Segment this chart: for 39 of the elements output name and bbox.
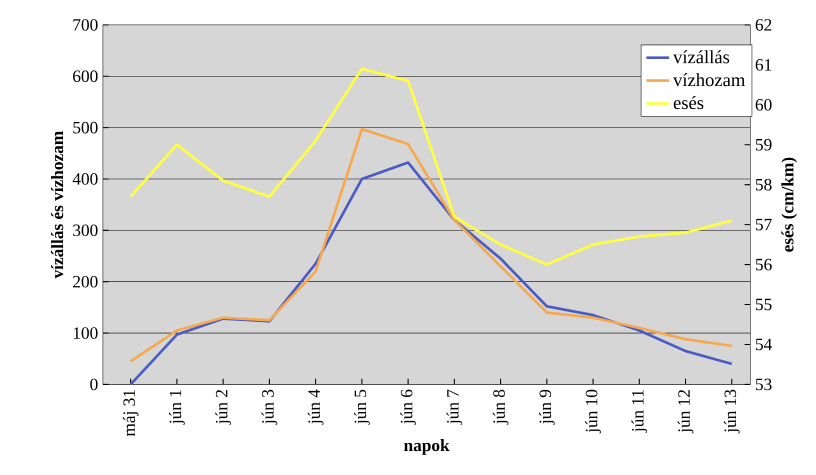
y-tick-label: 500 bbox=[73, 122, 98, 134]
y-axis-title: vízállás és vízhozam bbox=[51, 131, 64, 278]
x-tick-label: jún 1 bbox=[169, 390, 185, 425]
y2-tick-label: 59 bbox=[756, 138, 772, 151]
y2-axis-title: esés (cm/km) bbox=[781, 158, 798, 252]
y2-tick-label: 60 bbox=[756, 98, 772, 111]
x-tick-label: jún 4 bbox=[308, 389, 324, 425]
x-tick-label: jún 10 bbox=[585, 390, 601, 434]
y-tick-label: 600 bbox=[73, 70, 98, 82]
x-tick-label: jún 6 bbox=[400, 390, 416, 425]
legend-label: esés bbox=[674, 96, 704, 110]
x-tick-label: jún 9 bbox=[538, 390, 555, 425]
legend-label: vízhozam bbox=[673, 73, 746, 86]
y-tick-label: 0 bbox=[90, 378, 98, 390]
y2-tick-label: 53 bbox=[756, 378, 772, 390]
x-tick-label: máj 31 bbox=[122, 390, 138, 436]
y-tick-label: 700 bbox=[73, 19, 98, 31]
y-tick-label: 300 bbox=[73, 224, 98, 236]
y-tick-label: 200 bbox=[73, 276, 98, 288]
x-tick-label: jún 8 bbox=[492, 390, 508, 425]
y-tick-label: 100 bbox=[74, 327, 98, 339]
x-tick-label: jún 2 bbox=[215, 390, 231, 425]
x-tick-label: jún 11 bbox=[631, 390, 648, 433]
x-tick-label: jún 7 bbox=[446, 390, 462, 425]
x-axis-title: napok bbox=[404, 439, 450, 455]
y2-tick-label: 54 bbox=[756, 338, 772, 350]
y2-tick-label: 55 bbox=[756, 298, 772, 310]
y2-tick-label: 56 bbox=[756, 258, 772, 270]
legend-label: vízállás bbox=[673, 50, 730, 64]
x-tick-label: jún 12 bbox=[678, 390, 694, 434]
y2-tick-label: 61 bbox=[756, 59, 772, 71]
line-series bbox=[129, 128, 734, 363]
y2-tick-label: 58 bbox=[756, 178, 772, 190]
x-tick-label: jún 5 bbox=[354, 390, 370, 425]
x-tick-label: jún 13 bbox=[724, 390, 740, 434]
y2-tick-label: 62 bbox=[756, 19, 772, 31]
x-tick-label: jún 3 bbox=[262, 390, 278, 425]
y2-tick-label: 57 bbox=[756, 218, 772, 230]
y-tick-label: 400 bbox=[72, 173, 98, 185]
